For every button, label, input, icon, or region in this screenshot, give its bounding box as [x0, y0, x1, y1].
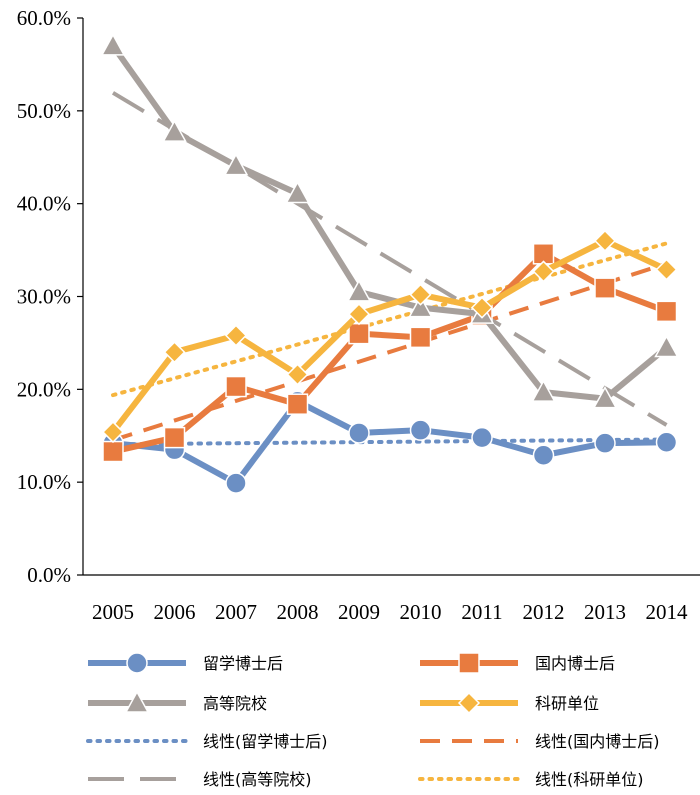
- series-line: [112, 250, 668, 455]
- trendline: [111, 241, 669, 398]
- legend-label: 线性(留学博士后): [203, 732, 328, 751]
- legend-label: 线性(科研单位): [535, 770, 644, 789]
- legend-label: 留学博士后: [203, 654, 283, 673]
- y-tick-label: 50.0%: [17, 99, 71, 123]
- data-point: [592, 386, 618, 409]
- x-tick-label: 2011: [461, 600, 502, 624]
- x-tick-label: 2007: [215, 600, 257, 624]
- data-point: [655, 258, 678, 281]
- legend-item: 线性(留学博士后): [86, 732, 328, 751]
- x-tick-label: 2014: [646, 600, 689, 624]
- legend-item: 线性(高等院校): [88, 770, 312, 789]
- y-tick-label: 20.0%: [17, 377, 71, 401]
- y-tick-label: 60.0%: [17, 6, 71, 30]
- trendline: [111, 437, 669, 447]
- data-point: [655, 431, 678, 453]
- data-point: [101, 420, 125, 444]
- data-point: [654, 335, 679, 358]
- series-line: [112, 398, 667, 487]
- legend-item: 高等院校: [88, 690, 267, 713]
- data-point: [470, 296, 494, 319]
- x-tick-label: 2006: [154, 600, 196, 624]
- x-axis: 2005 2006 2007 2008 2009 2010 2011 2012 2013 2014: [83, 574, 700, 624]
- data-point: [594, 277, 616, 299]
- data-point: [162, 119, 187, 142]
- legend-marker: [458, 652, 480, 674]
- data-point: [348, 322, 370, 345]
- data-point: [348, 422, 370, 444]
- legend-label: 线性(国内博士后): [535, 732, 660, 751]
- data-point: [163, 341, 186, 364]
- x-tick-label: 2009: [338, 600, 380, 624]
- data-point: [347, 303, 371, 326]
- legend-marker: [124, 690, 150, 713]
- legend-item: 线性(国内博士后): [420, 732, 660, 751]
- data-point: [531, 379, 556, 402]
- legend-label: 线性(高等院校): [203, 770, 312, 789]
- x-tick-label: 2008: [277, 600, 319, 624]
- data-point: [223, 153, 249, 176]
- series-line: [110, 44, 669, 402]
- data-point: [100, 33, 126, 56]
- legend-marker: [457, 691, 481, 715]
- data-point: [409, 419, 432, 441]
- data-point: [471, 426, 493, 449]
- data-point: [102, 440, 124, 463]
- y-axis: 0.0% 10.0% 20.0% 30.0% 40.0% 50.0% 60.0%: [17, 6, 84, 587]
- x-tick-label: 2010: [400, 600, 442, 624]
- data-point: [655, 300, 678, 323]
- data-point: [285, 180, 310, 204]
- trendline: [112, 261, 668, 443]
- legend-item: 线性(科研单位): [418, 770, 644, 789]
- data-point: [225, 472, 247, 494]
- data-point: [594, 432, 616, 454]
- legend-label: 高等院校: [203, 694, 267, 713]
- data-point: [532, 260, 555, 283]
- data-point: [408, 295, 433, 318]
- x-tick-label: 2012: [523, 600, 565, 624]
- legend-label: 国内博士后: [535, 654, 615, 673]
- y-tick-label: 10.0%: [17, 470, 71, 494]
- data-point: [286, 363, 309, 386]
- legend-marker: [126, 652, 148, 674]
- legend-item: 国内博士后: [420, 652, 615, 674]
- legend-item: 留学博士后: [88, 652, 283, 674]
- data-point: [532, 444, 555, 466]
- data-point: [225, 375, 247, 398]
- data-point: [224, 324, 248, 347]
- data-point: [593, 229, 617, 252]
- legend-label: 科研单位: [535, 694, 599, 713]
- y-tick-label: 0.0%: [27, 563, 71, 587]
- data-point: [286, 393, 309, 415]
- data-point: [163, 426, 186, 449]
- x-tick-label: 2005: [92, 600, 134, 624]
- y-tick-label: 40.0%: [17, 192, 71, 216]
- data-point: [346, 279, 372, 302]
- series-line: [110, 237, 668, 434]
- legend-item: 科研单位: [420, 691, 599, 715]
- data-series: [100, 33, 679, 494]
- y-tick-label: 30.0%: [17, 285, 71, 309]
- x-tick-label: 2013: [584, 600, 626, 624]
- data-point: [409, 283, 432, 306]
- data-point: [409, 326, 432, 349]
- series: [101, 229, 678, 444]
